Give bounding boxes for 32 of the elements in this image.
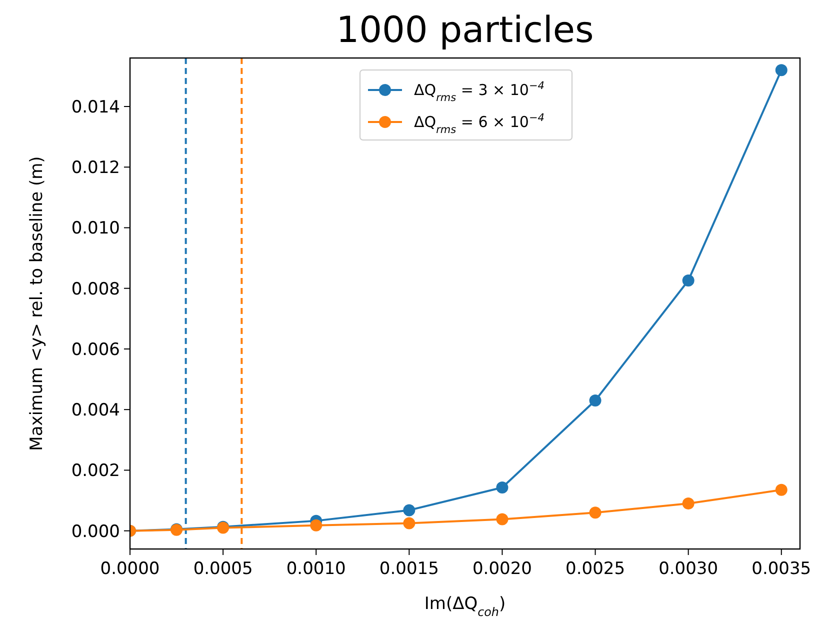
x-tick-label: 0.0020: [472, 559, 532, 579]
y-tick-label: 0.000: [71, 522, 120, 542]
x-tick-label: 0.0005: [193, 559, 253, 579]
y-tick-label: 0.008: [71, 279, 120, 300]
x-axis-title: Im(ΔQ$_{coh}$): [424, 594, 506, 619]
y-tick-label: 0.004: [71, 400, 120, 421]
point: [775, 64, 788, 76]
y-axis-title: Maximum <y> rel. to baseline (m): [27, 156, 47, 451]
x-tick-label: 0.0030: [658, 559, 718, 579]
y-tick-label: 0.010: [71, 218, 120, 239]
x-tick-label: 0.0025: [566, 559, 626, 579]
point: [682, 498, 694, 510]
legend-label: ΔQ$_{rms}$ = 3 × 10$^{−4}$: [414, 80, 544, 104]
y-tick-label: 0.002: [71, 461, 120, 482]
point: [310, 519, 322, 532]
point: [403, 504, 416, 516]
y-tick-label: 0.006: [71, 340, 120, 360]
x-tick-label: 0.0010: [286, 559, 346, 579]
point: [589, 394, 602, 406]
point: [496, 481, 508, 494]
chart-title: 1000 particles: [336, 10, 594, 51]
x-tick-label: 0.0035: [752, 559, 812, 579]
point: [775, 484, 788, 496]
x-tick-label: 0.0015: [379, 559, 439, 579]
x-tick-label: 0.0000: [100, 559, 160, 579]
point: [589, 506, 602, 519]
legend-label: ΔQ$_{rms}$ = 6 × 10$^{−4}$: [414, 112, 544, 136]
y-tick-label: 0.014: [71, 97, 120, 118]
point: [682, 274, 694, 286]
point: [403, 517, 416, 530]
point: [496, 513, 508, 526]
y-tick-label: 0.012: [71, 158, 120, 178]
